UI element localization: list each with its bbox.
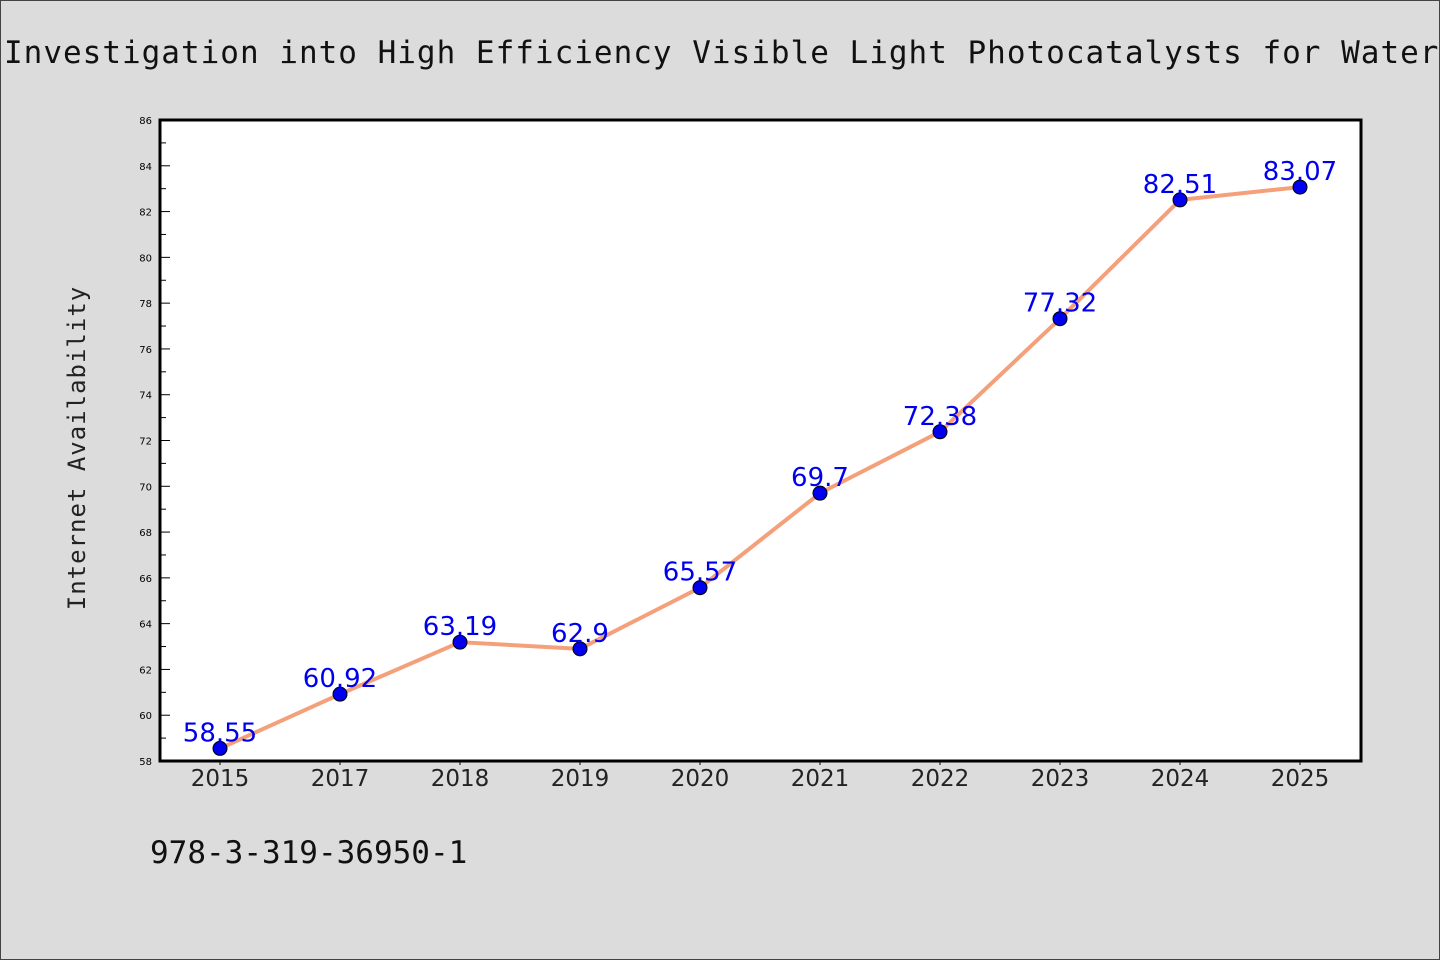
- data-point: [1172, 192, 1188, 208]
- series-layer: 58.55 60.92 63.19 62.9 65.57 69.7 72.38 77.32 82…: [183, 157, 1337, 756]
- y-tick-label: 66: [139, 574, 152, 585]
- y-tick-label: 84: [139, 162, 152, 173]
- y-tick-label: 68: [139, 528, 152, 539]
- data-point: [212, 740, 228, 756]
- data-point: [812, 485, 828, 501]
- data-point: [1052, 311, 1068, 327]
- series-line: [219, 185, 1301, 751]
- data-point: [932, 424, 948, 440]
- data-point: [572, 641, 588, 657]
- x-tick-label: 2015: [191, 766, 250, 792]
- y-tick-label: 86: [139, 116, 152, 127]
- data-label: 60.92: [303, 664, 377, 694]
- y-axis: 58 60 62 64 66 68 70 72 74 76 78 80 82 84 86: [139, 116, 170, 768]
- x-tick-label: 2019: [551, 766, 610, 792]
- y-tick-label: 72: [139, 437, 152, 448]
- y-tick-label: 60: [139, 711, 152, 722]
- y-tick-label: 70: [139, 482, 152, 493]
- x-axis: 2015 2017 2018 2019 2020 2021 2022 2023 2024 2025: [191, 761, 1330, 792]
- x-tick-label: 2022: [911, 766, 970, 792]
- data-label: 82.51: [1143, 170, 1217, 200]
- y-tick-label: 82: [139, 208, 152, 219]
- data-label: 58.55: [183, 718, 257, 748]
- x-tick-label: 2020: [671, 766, 730, 792]
- x-tick-label: 2023: [1031, 766, 1090, 792]
- x-tick-label: 2024: [1151, 766, 1210, 792]
- y-tick-label: 64: [139, 620, 152, 631]
- y-tick-label: 80: [139, 253, 152, 264]
- x-tick-label: 2017: [311, 766, 370, 792]
- data-point: [452, 634, 468, 650]
- data-point: [332, 686, 348, 702]
- data-label: 72.38: [903, 402, 977, 432]
- footer-note: 978-3-319-36950-1: [150, 835, 468, 871]
- data-label: 65.57: [663, 558, 737, 588]
- y-tick-label: 62: [139, 665, 152, 676]
- x-tick-label: 2018: [431, 766, 490, 792]
- data-point: [1292, 179, 1308, 195]
- y-tick-label: 78: [139, 299, 152, 310]
- data-point: [692, 580, 708, 596]
- chart-title: Investigation into High Efficiency Visib…: [4, 35, 1440, 71]
- plot-area: [158, 118, 1363, 763]
- x-tick-label: 2025: [1271, 766, 1330, 792]
- y-tick-label: 58: [139, 757, 152, 768]
- data-label: 77.32: [1023, 289, 1097, 319]
- data-label: 83.07: [1263, 157, 1337, 187]
- data-label: 69.7: [791, 463, 849, 493]
- x-tick-label: 2021: [791, 766, 850, 792]
- data-label: 63.19: [423, 612, 497, 642]
- y-axis-title: Internet Availability: [63, 286, 91, 610]
- y-tick-label: 76: [139, 345, 152, 356]
- data-label: 62.9: [551, 619, 609, 649]
- y-tick-label: 74: [139, 391, 152, 402]
